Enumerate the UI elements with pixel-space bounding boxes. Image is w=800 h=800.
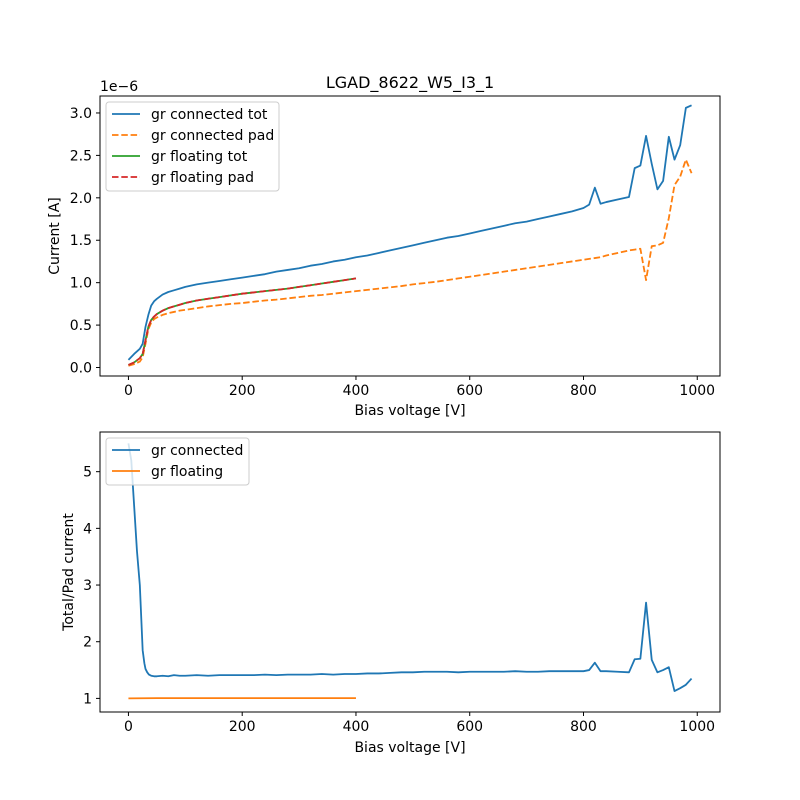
bottom-x-tick-label-3: 600 — [456, 719, 483, 735]
bottom-x-tick-label-4: 800 — [570, 719, 597, 735]
bottom-y-tick-label-4: 5 — [83, 465, 92, 481]
top-series-group — [127, 104, 693, 367]
bottom-x-axis-label: Bias voltage [V] — [354, 740, 465, 756]
bottom-axes-frame — [99, 431, 721, 713]
bottom-y-tick-label-3: 4 — [83, 521, 92, 537]
bottom-legend: gr connected gr floating — [105, 437, 250, 486]
top-legend-box — [105, 101, 280, 192]
top-series-line-3 — [128, 277, 357, 366]
top-y-tick-label-2: 1.0 — [70, 276, 92, 292]
bottom-y-tick-label-0: 1 — [83, 691, 92, 707]
top-chart-panel: 0 200 400 600 800 1000 0.0 0.5 1.0 1.5 2.0 2.5 3.0 gr… — [70, 95, 721, 399]
bottom-x-tick-label-0: 0 — [124, 719, 133, 735]
top-chart-title: LGAD_8622_W5_I3_1 — [326, 73, 494, 93]
top-y-axis-label: Current [A] — [47, 197, 63, 275]
top-y-tick-label-6: 3.0 — [70, 106, 92, 122]
top-x-tick-label-4: 800 — [570, 383, 597, 399]
top-series-line-1 — [128, 158, 693, 367]
bottom-x-tick-label-2: 400 — [343, 719, 370, 735]
bottom-chart-panel: 0 200 400 600 800 1000 1 2 3 4 5 gr connected gr flo… — [83, 431, 721, 735]
top-x-tick-label-3: 600 — [456, 383, 483, 399]
bottom-legend-label-1: gr floating — [151, 464, 223, 480]
bottom-legend-box — [105, 437, 250, 486]
bottom-series-line-0 — [127, 443, 693, 692]
top-legend-label-1: gr connected pad — [151, 128, 274, 144]
top-legend-label-0: gr connected tot — [151, 107, 268, 123]
top-x-tick-label-1: 200 — [229, 383, 256, 399]
bottom-legend-label-0: gr connected — [151, 443, 243, 459]
top-y-offset-label: 1e−6 — [100, 79, 138, 95]
top-y-tick-label-5: 2.5 — [70, 148, 92, 164]
top-legend-label-2: gr floating tot — [151, 149, 248, 165]
bottom-y-axis-label: Total/Pad current — [61, 513, 77, 632]
bottom-x-tick-label-1: 200 — [229, 719, 256, 735]
top-x-tick-label-0: 0 — [124, 383, 133, 399]
top-y-tick-label-0: 0.0 — [70, 361, 92, 377]
top-y-tick-label-3: 1.5 — [70, 233, 92, 249]
top-axes-frame — [99, 95, 721, 377]
bottom-y-tick-label-2: 3 — [83, 578, 92, 594]
top-y-tick-label-4: 2.0 — [70, 191, 92, 207]
top-y-tick-label-1: 0.5 — [70, 318, 92, 334]
top-legend: gr connected tot gr connected pad gr float… — [105, 101, 280, 192]
bottom-x-tick-label-5: 1000 — [679, 719, 715, 735]
bottom-series-group — [127, 443, 693, 700]
bottom-y-tick-label-1: 2 — [83, 635, 92, 651]
top-x-tick-label-5: 1000 — [679, 383, 715, 399]
top-legend-label-3: gr floating pad — [151, 170, 254, 186]
top-series-line-0 — [127, 104, 692, 361]
top-x-axis-label: Bias voltage [V] — [354, 403, 465, 419]
top-x-tick-label-2: 400 — [343, 383, 370, 399]
